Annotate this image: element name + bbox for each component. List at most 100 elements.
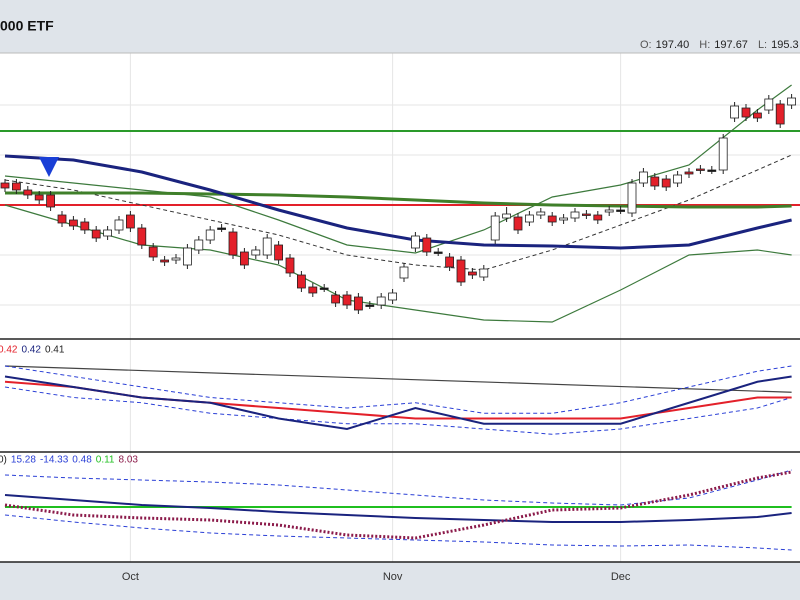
candle-body	[467, 271, 477, 276]
candle-body	[673, 174, 682, 184]
indicator-value: 0.48	[72, 455, 92, 466]
candle-body	[490, 215, 500, 241]
ohlc-label: H:	[699, 39, 710, 51]
x-tick-label: Dec	[611, 571, 631, 583]
indicator-line	[4, 84, 792, 254]
candle-body	[422, 237, 432, 253]
candle-body	[410, 235, 420, 249]
indicator-value: 0)	[0, 455, 7, 466]
candle-body	[103, 229, 112, 237]
candle-body	[730, 105, 739, 119]
candle-body	[296, 274, 306, 289]
candle-body	[365, 304, 375, 307]
candle-body	[525, 214, 534, 223]
candle-body	[479, 268, 489, 278]
candle-body	[696, 168, 705, 171]
candle-body	[353, 296, 363, 311]
candle-body	[650, 176, 660, 187]
indicator-value: 0.42	[0, 345, 18, 356]
candle-body	[251, 249, 261, 256]
indicator-line	[4, 470, 792, 540]
indicator-line	[4, 386, 792, 435]
indicator-value: 8.03	[119, 455, 139, 466]
candle-body	[34, 194, 44, 201]
candle-body	[114, 219, 124, 231]
ohlc-label: L:	[758, 39, 767, 51]
ohlc-value: 197.40	[656, 39, 690, 51]
candle-body	[707, 169, 717, 172]
x-tick-label: Nov	[383, 571, 403, 583]
candle-body	[775, 103, 785, 125]
candle-body	[274, 244, 284, 261]
candle-body	[137, 227, 147, 246]
indicator-line	[4, 365, 792, 414]
candle-body	[69, 219, 78, 227]
x-tick-label: Oct	[122, 571, 139, 583]
candle-body	[753, 112, 762, 119]
header-bar	[0, 0, 800, 53]
candle-body	[376, 296, 386, 306]
candle-body	[171, 257, 181, 261]
candle-body	[764, 98, 774, 111]
candle-body	[57, 214, 67, 224]
indicator-value: 0.41	[45, 345, 65, 356]
candle-body	[205, 229, 215, 241]
candle-body	[342, 294, 352, 306]
indicator-value: 0.11	[96, 455, 115, 466]
candle-body	[787, 97, 796, 106]
candle-body	[593, 214, 603, 221]
indicator-line	[4, 375, 792, 431]
candle-body	[513, 216, 523, 231]
candle-body	[46, 194, 55, 208]
indicator-line	[4, 494, 792, 523]
x-axis-bar	[0, 562, 800, 600]
candle-body	[604, 209, 614, 213]
candle-body	[23, 189, 33, 196]
candle-body	[388, 292, 398, 301]
candle-body	[194, 239, 204, 251]
candle-body	[148, 246, 158, 258]
ohlc-label: O:	[640, 39, 652, 51]
candle-body	[319, 287, 329, 290]
indicator-value: 15.28	[11, 455, 36, 466]
candle-body	[262, 237, 272, 256]
candle-body	[285, 257, 295, 274]
candle-body	[126, 214, 135, 229]
candle-body	[217, 227, 227, 230]
candle-body	[80, 221, 90, 231]
indicator-value: -14.33	[40, 455, 69, 466]
candle-body	[616, 209, 625, 212]
ohlc-value: 195.3	[771, 39, 799, 51]
candle-body	[570, 211, 580, 219]
indicator-line	[5, 191, 792, 209]
candle-body	[547, 215, 557, 223]
candle-body	[661, 178, 671, 188]
indicator-line	[4, 469, 792, 506]
signal-marker	[39, 157, 59, 177]
candle-body	[502, 213, 512, 219]
candle-body	[91, 229, 101, 239]
candle-body	[308, 286, 318, 294]
candle-body	[582, 213, 591, 216]
candle-body	[331, 294, 341, 304]
plots	[0, 84, 800, 551]
candle-body	[182, 247, 192, 266]
candle-body	[627, 182, 637, 214]
candle-body	[456, 259, 466, 283]
indicator-value: 0.42	[21, 345, 41, 356]
candle-body	[0, 182, 10, 189]
candle-body	[536, 211, 546, 216]
candle-body	[718, 137, 728, 171]
candle-body	[399, 266, 409, 279]
candle-body	[684, 171, 694, 175]
candle-body	[741, 107, 751, 118]
chart-title: 000 ETF	[0, 18, 54, 34]
candle-body	[160, 259, 170, 263]
candle-body	[445, 256, 455, 268]
candle-body	[559, 217, 568, 221]
candle-body	[11, 182, 21, 191]
candle-body	[433, 251, 443, 254]
ohlc-value: 197.67	[714, 39, 748, 51]
